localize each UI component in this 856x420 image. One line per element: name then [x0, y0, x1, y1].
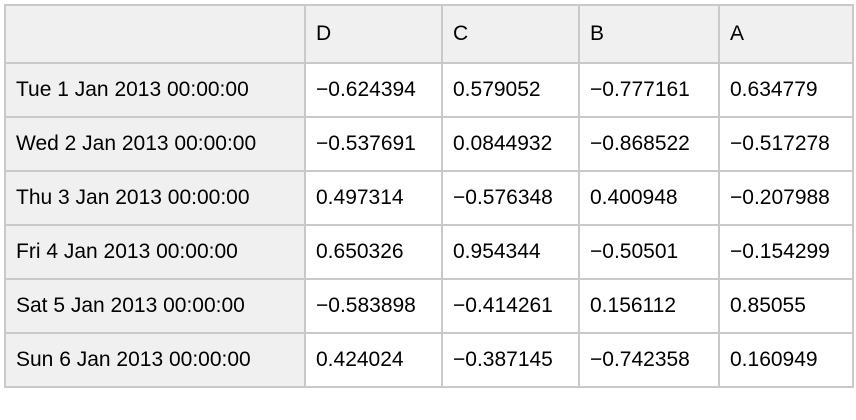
row-label: Sun 6 Jan 2013 00:00:00 [4, 332, 306, 388]
row-label: Sat 5 Jan 2013 00:00:00 [4, 278, 306, 334]
table-row: Fri 4 Jan 2013 00:00:00 0.650326 0.95434… [4, 224, 854, 280]
column-header-a: A [718, 4, 854, 64]
cell: 0.579052 [441, 62, 580, 118]
cell: −0.624394 [304, 62, 443, 118]
cell: −0.742358 [578, 332, 720, 388]
table-body: Tue 1 Jan 2013 00:00:00 −0.624394 0.5790… [4, 62, 854, 388]
row-label: Fri 4 Jan 2013 00:00:00 [4, 224, 306, 280]
table-row: Wed 2 Jan 2013 00:00:00 −0.537691 0.0844… [4, 116, 854, 172]
cell: −0.583898 [304, 278, 443, 334]
cell: 0.497314 [304, 170, 443, 226]
dataframe-table: D C B A Tue 1 Jan 2013 00:00:00 −0.62439… [4, 4, 854, 388]
column-header-b: B [578, 4, 720, 64]
cell: 0.954344 [441, 224, 580, 280]
column-header-c: C [441, 4, 580, 64]
cell: 0.160949 [718, 332, 854, 388]
cell: −0.777161 [578, 62, 720, 118]
cell: 0.0844932 [441, 116, 580, 172]
row-label: Thu 3 Jan 2013 00:00:00 [4, 170, 306, 226]
cell: 0.156112 [578, 278, 720, 334]
cell: 0.400948 [578, 170, 720, 226]
table-row: Sun 6 Jan 2013 00:00:00 0.424024 −0.3871… [4, 332, 854, 388]
cell: −0.387145 [441, 332, 580, 388]
table-header: D C B A [4, 4, 854, 64]
cell: 0.85055 [718, 278, 854, 334]
cell: −0.537691 [304, 116, 443, 172]
cell: −0.154299 [718, 224, 854, 280]
cell: −0.50501 [578, 224, 720, 280]
row-label: Tue 1 Jan 2013 00:00:00 [4, 62, 306, 118]
cell: −0.868522 [578, 116, 720, 172]
cell: 0.650326 [304, 224, 443, 280]
table-row: Tue 1 Jan 2013 00:00:00 −0.624394 0.5790… [4, 62, 854, 118]
table-row: Thu 3 Jan 2013 00:00:00 0.497314 −0.5763… [4, 170, 854, 226]
cell: −0.517278 [718, 116, 854, 172]
cell: −0.414261 [441, 278, 580, 334]
cell: −0.207988 [718, 170, 854, 226]
cell: 0.424024 [304, 332, 443, 388]
row-label: Wed 2 Jan 2013 00:00:00 [4, 116, 306, 172]
table-row: Sat 5 Jan 2013 00:00:00 −0.583898 −0.414… [4, 278, 854, 334]
cell: 0.634779 [718, 62, 854, 118]
column-header-d: D [304, 4, 443, 64]
header-row: D C B A [4, 4, 854, 64]
corner-cell [4, 4, 306, 64]
cell: −0.576348 [441, 170, 580, 226]
